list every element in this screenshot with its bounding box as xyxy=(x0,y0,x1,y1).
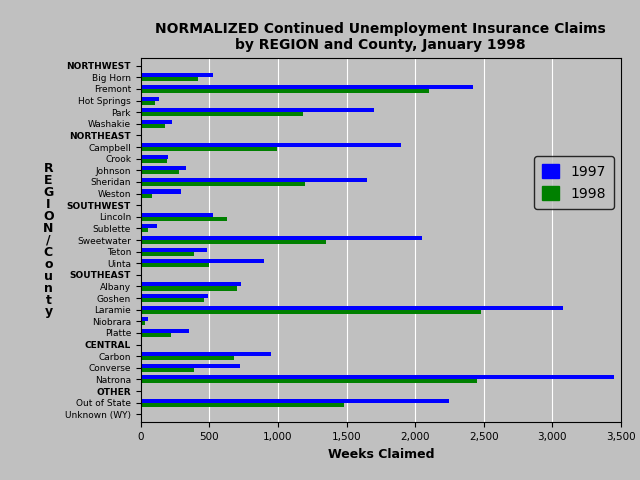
Bar xyxy=(141,120,172,124)
Bar xyxy=(141,85,473,89)
Bar xyxy=(141,77,198,82)
Bar xyxy=(141,294,208,298)
Bar xyxy=(141,73,214,77)
Bar xyxy=(141,159,167,163)
Bar xyxy=(141,287,237,290)
Bar xyxy=(141,310,481,314)
Title: NORMALIZED Continued Unemployment Insurance Claims
by REGION and County, January: NORMALIZED Continued Unemployment Insura… xyxy=(156,22,606,52)
Bar xyxy=(141,178,367,182)
Bar xyxy=(141,352,271,356)
Bar xyxy=(141,155,168,159)
Bar xyxy=(141,240,326,244)
Bar xyxy=(141,368,195,372)
Bar xyxy=(141,170,179,174)
Bar xyxy=(141,182,305,186)
Bar xyxy=(141,364,239,368)
Bar xyxy=(141,228,148,232)
Bar xyxy=(141,298,204,302)
Bar xyxy=(141,317,148,321)
X-axis label: Weeks Claimed: Weeks Claimed xyxy=(328,448,434,461)
Y-axis label: R
E
G
I
O
N
/
C
o
u
n
t
y: R E G I O N / C o u n t y xyxy=(43,161,54,319)
Legend: 1997, 1998: 1997, 1998 xyxy=(534,156,614,209)
Bar xyxy=(141,259,264,263)
Bar xyxy=(141,190,180,193)
Bar xyxy=(141,375,614,379)
Bar xyxy=(141,263,209,267)
Bar xyxy=(141,306,563,310)
Bar xyxy=(141,333,171,337)
Bar xyxy=(141,89,429,93)
Bar xyxy=(141,356,234,360)
Bar xyxy=(141,403,344,407)
Bar xyxy=(141,282,241,287)
Bar xyxy=(141,147,276,151)
Bar xyxy=(141,108,374,112)
Bar xyxy=(141,101,154,105)
Bar xyxy=(141,321,145,325)
Bar xyxy=(141,193,152,198)
Bar xyxy=(141,213,214,217)
Bar xyxy=(141,379,477,384)
Bar xyxy=(141,96,159,101)
Bar xyxy=(141,248,207,252)
Bar xyxy=(141,398,449,403)
Bar xyxy=(141,124,166,128)
Bar xyxy=(141,112,303,116)
Bar xyxy=(141,166,186,170)
Bar xyxy=(141,143,401,147)
Bar xyxy=(141,217,227,221)
Bar xyxy=(141,236,422,240)
Bar xyxy=(141,329,189,333)
Bar xyxy=(141,252,195,256)
Bar xyxy=(141,224,157,228)
